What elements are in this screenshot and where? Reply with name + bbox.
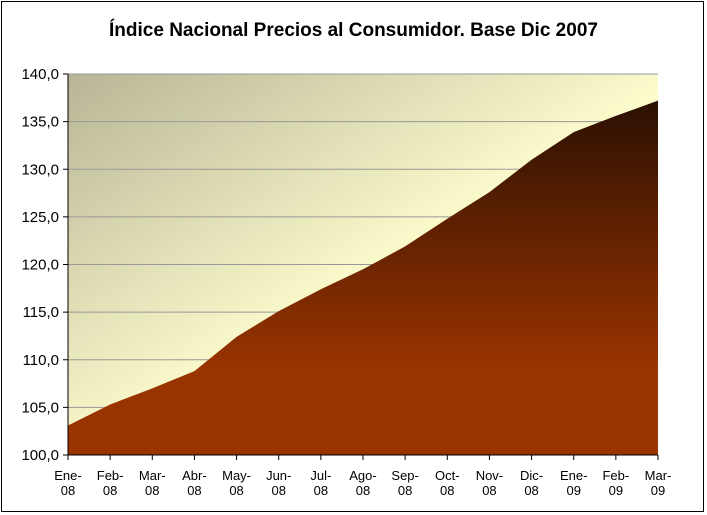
- y-tick-label: 120,0: [21, 257, 59, 274]
- chart-title: Índice Nacional Precios al Consumidor. B…: [109, 20, 598, 41]
- y-tick-label: 100,0: [21, 447, 59, 464]
- x-tick-label: Ago-08: [349, 468, 376, 498]
- x-tick-label: Ene-09: [560, 468, 587, 498]
- y-tick-label: 130,0: [21, 161, 59, 178]
- x-tick-label: Abr-08: [182, 468, 207, 498]
- x-tick-label: Mar-08: [139, 468, 166, 498]
- x-tick-label: Feb-08: [97, 468, 124, 498]
- x-tick-label: Ene-08: [54, 468, 81, 498]
- x-tick-label: Feb-09: [602, 468, 629, 498]
- y-tick-label: 125,0: [21, 209, 59, 226]
- y-tick-label: 135,0: [21, 114, 59, 131]
- y-tick-label: 115,0: [23, 304, 59, 321]
- x-tick-label: Oct-08: [435, 468, 460, 498]
- x-tick-label: Mar-09: [645, 468, 672, 498]
- x-tick-label: Jun-08: [266, 468, 291, 498]
- x-tick-label: Jul-08: [310, 468, 331, 498]
- y-tick-label: 110,0: [23, 352, 59, 369]
- x-tick-label: May-08: [222, 468, 251, 498]
- x-tick-label: Dic-08: [520, 468, 543, 498]
- axes: [63, 73, 659, 460]
- y-tick-label: 105,0: [21, 399, 59, 416]
- series-area: [68, 100, 658, 456]
- x-tick-label: Sep-08: [391, 468, 418, 498]
- x-tick-label: Nov-08: [476, 468, 503, 498]
- y-tick-label: 140,0: [21, 66, 59, 83]
- x-tick-labels: Ene-08 Feb-08 Mar-08 Abr-08 May-08 Jun-08 Jul-…: [54, 468, 671, 498]
- y-tick-labels: 100,0 105,0 110,0 115,0 120,0 125,0 130,0 135,0…: [21, 66, 59, 464]
